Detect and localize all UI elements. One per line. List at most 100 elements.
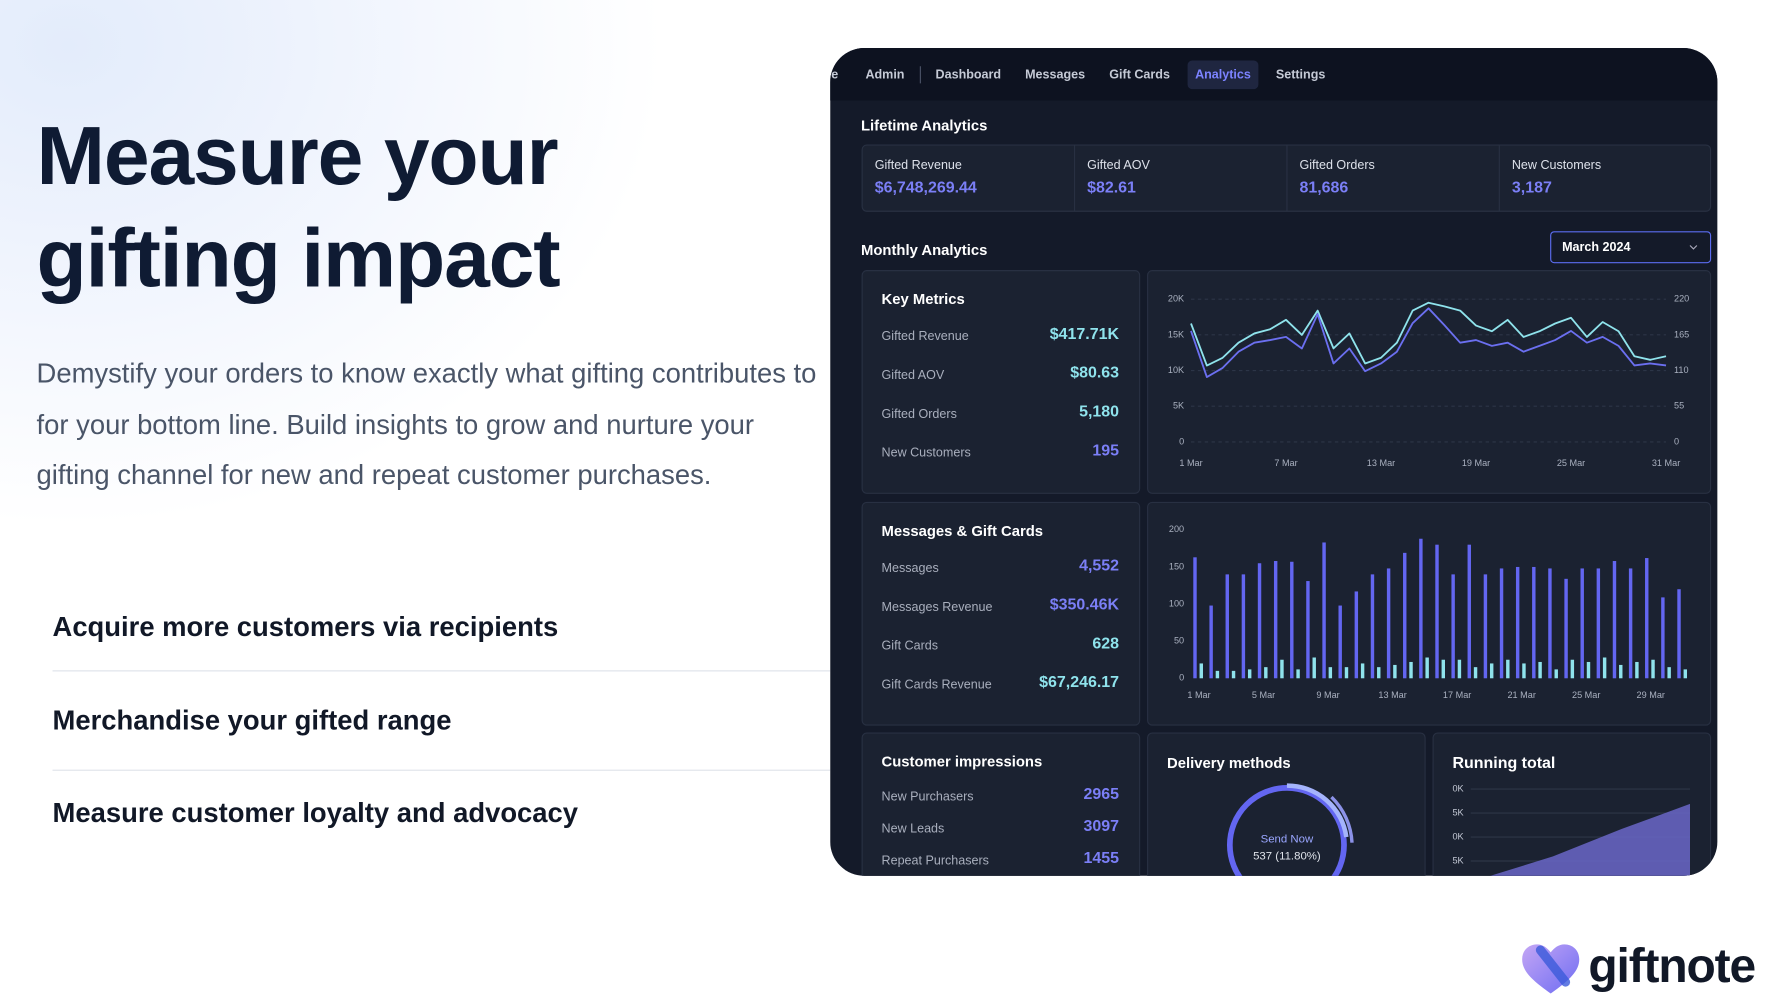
bar — [1628, 568, 1633, 679]
bar — [1354, 591, 1359, 679]
metric-label: Gifted Revenue — [882, 329, 969, 343]
y2-tick-label: 55 — [1674, 401, 1684, 411]
bar — [1209, 605, 1213, 679]
metric-value: $80.63 — [1070, 365, 1119, 382]
metric-value: 3097 — [1084, 818, 1120, 835]
bar — [1280, 659, 1284, 679]
period-label: March 2024 — [1562, 240, 1630, 254]
bar — [1489, 663, 1494, 679]
bar — [1548, 568, 1552, 679]
metric-label: New Purchasers — [882, 789, 974, 803]
metric-label: New Customers — [882, 446, 971, 460]
bar — [1564, 578, 1568, 679]
bar — [1403, 552, 1407, 679]
y2-tick-label: 110 — [1674, 365, 1689, 375]
bar — [1435, 544, 1439, 679]
metric-label: Gift Cards — [882, 639, 938, 653]
metric-value: 4,552 — [1079, 558, 1119, 575]
divider — [52, 670, 831, 672]
bar — [1635, 661, 1639, 679]
metric-value: $350.46K — [1050, 596, 1120, 613]
x-tick-label: 17 Mar — [1443, 690, 1471, 700]
bar — [1338, 605, 1342, 679]
metric-label: Messages Revenue — [882, 600, 993, 614]
bar — [1296, 669, 1300, 679]
bar — [1570, 659, 1575, 679]
bar — [1473, 667, 1478, 679]
bar — [1241, 574, 1246, 679]
feature: Acquire more customers via recipients — [52, 612, 559, 643]
y2-tick-label: 0 — [1674, 436, 1679, 446]
card-title: Delivery methods — [1167, 756, 1291, 772]
metric-label: New Leads — [882, 821, 945, 835]
card-title: Running total — [1452, 755, 1555, 772]
y-tick-label: 10K — [1168, 365, 1184, 375]
card — [1147, 501, 1712, 726]
metric-label: Repeat Purchasers — [882, 853, 989, 867]
period-dropdown[interactable] — [1550, 231, 1712, 264]
bar — [1328, 667, 1333, 679]
nav-tab[interactable]: Admin — [865, 68, 904, 82]
card — [1147, 270, 1712, 494]
nav-tab[interactable]: Dashboard — [936, 68, 1002, 82]
nav-tab-cut: e — [831, 68, 838, 82]
bar — [1247, 669, 1252, 679]
bar — [1651, 659, 1655, 679]
bar — [1506, 659, 1510, 679]
metric-value: 2965 — [1084, 786, 1120, 803]
metric-value: 1455 — [1084, 850, 1120, 867]
nav-bar — [830, 47, 1718, 101]
nav-tab[interactable]: Messages — [1025, 68, 1085, 82]
bar — [1290, 561, 1294, 679]
bar — [1532, 566, 1536, 679]
metric-label: Gifted Orders — [882, 407, 957, 421]
nav-tab[interactable]: Gift Cards — [1109, 68, 1170, 82]
y-tick-label: 0K — [1452, 831, 1463, 841]
stat-label: New Customers — [1512, 158, 1601, 172]
metric-value: 628 — [1092, 635, 1119, 652]
bar — [1360, 663, 1365, 679]
metric-label: Messages — [882, 561, 939, 575]
x-tick-label: 19 Mar — [1462, 458, 1490, 468]
intro-paragraph: Demystify your orders to know exactly wh… — [36, 358, 817, 492]
logo-icon — [1522, 944, 1580, 994]
metric-value: $417.71K — [1050, 326, 1120, 343]
y-tick-label: 0K — [1452, 783, 1463, 793]
section-title: Monthly Analytics — [861, 243, 987, 259]
nav-tab[interactable]: Settings — [1276, 68, 1326, 82]
stat-label: Gifted AOV — [1087, 158, 1150, 172]
bar — [1193, 557, 1197, 679]
bar — [1264, 667, 1268, 679]
y-tick-label: 150 — [1169, 561, 1184, 571]
bar — [1586, 661, 1591, 679]
metric-value: 195 — [1092, 442, 1119, 459]
bar — [1538, 661, 1542, 679]
bar — [1602, 657, 1607, 679]
bar — [1312, 657, 1316, 679]
bar — [1677, 589, 1681, 679]
card-title: Messages & Gift Cards — [882, 524, 1044, 540]
line-series — [1190, 307, 1667, 378]
x-tick-label: 13 Mar — [1367, 458, 1395, 468]
stat-label: Gifted Orders — [1299, 158, 1374, 172]
bar — [1515, 566, 1520, 679]
bar — [1441, 659, 1446, 679]
feature: Merchandise your gifted range — [52, 705, 452, 737]
nav-tab[interactable]: Analytics — [1195, 68, 1251, 82]
bar — [1225, 574, 1229, 679]
bar — [1199, 663, 1203, 679]
x-tick-label: 1 Mar — [1187, 690, 1210, 700]
card — [861, 501, 1141, 726]
bar — [1409, 661, 1413, 679]
bar — [1322, 542, 1326, 679]
bar — [1451, 574, 1455, 679]
x-tick-label: 31 Mar — [1652, 458, 1680, 468]
bar — [1419, 538, 1423, 679]
running-area — [1490, 803, 1691, 876]
donut-label: Send Now — [1261, 833, 1314, 845]
bar — [1522, 663, 1526, 679]
bar — [1483, 574, 1488, 679]
bar — [1554, 669, 1558, 679]
x-tick-label: 9 Mar — [1316, 690, 1339, 700]
